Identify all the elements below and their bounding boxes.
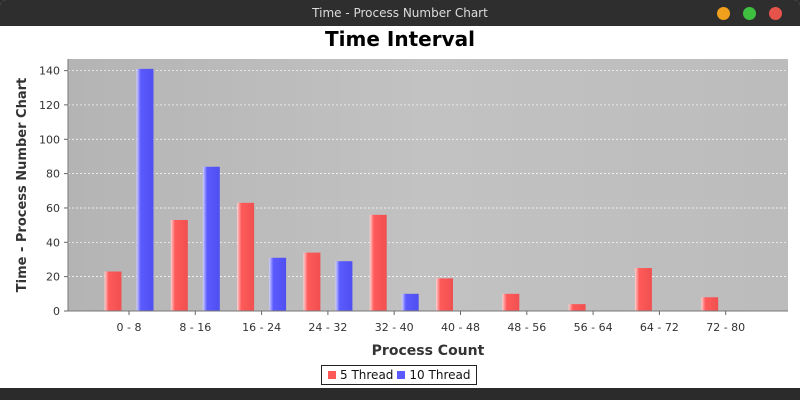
bar-10-thread [335, 261, 353, 311]
x-tick-label: 24 - 32 [308, 321, 347, 334]
bar-10-thread [202, 166, 220, 311]
x-axis-label: Process Count [372, 343, 485, 359]
x-tick-labels: 0 - 8 8 - 16 16 - 24 24 - 32 32 - 40 40 - 48 4… [117, 311, 745, 334]
plot-area [68, 59, 788, 311]
title-bar: Time - Process Number Chart [0, 0, 800, 26]
bar-5-thread [502, 293, 520, 311]
bar-10-thread [401, 293, 419, 311]
y-tick-label: 120 [39, 99, 60, 112]
y-tick-label: 100 [39, 133, 60, 146]
y-tick-label: 0 [53, 305, 60, 318]
y-tick-label: 40 [46, 236, 60, 249]
bar-5-thread [634, 268, 652, 311]
x-tick-label: 72 - 80 [706, 321, 745, 334]
bar-10-thread [269, 257, 287, 311]
legend-swatch-5-thread [328, 371, 336, 379]
legend-item-5-thread: 5 Thread [328, 368, 393, 382]
x-tick-label: 0 - 8 [117, 321, 142, 334]
bar-5-thread [170, 219, 188, 311]
bar-10-thread [136, 68, 154, 312]
x-tick-label: 8 - 16 [179, 321, 211, 334]
maximize-button[interactable] [743, 7, 756, 20]
bar-5-thread [701, 297, 719, 311]
x-tick-label: 64 - 72 [640, 321, 679, 334]
bar-chart: Time Interval 0 20 40 60 80 100 120 140 0 - 8 8 … [15, 27, 788, 359]
x-tick-label: 16 - 24 [242, 321, 281, 334]
bars [104, 68, 719, 312]
legend: 5 Thread 10 Thread [321, 365, 478, 385]
window-title: Time - Process Number Chart [312, 6, 488, 20]
axes [67, 59, 788, 312]
chart-title: Time Interval [325, 27, 475, 51]
close-button[interactable] [769, 7, 782, 20]
y-tick-label: 60 [46, 202, 60, 215]
bar-5-thread [369, 214, 387, 311]
y-axis-label: Time - Process Number Chart [15, 78, 30, 292]
y-tick-label: 140 [39, 65, 60, 78]
legend-label-5-thread: 5 Thread [340, 368, 394, 382]
y-tick-labels: 0 20 40 60 80 100 120 140 [39, 65, 68, 318]
bar-5-thread [303, 252, 321, 311]
legend-swatch-10-thread [397, 371, 406, 379]
bar-5-thread [568, 304, 586, 311]
legend-item-10-thread: 10 Thread [397, 368, 470, 382]
y-tick-label: 80 [46, 168, 60, 181]
y-tick-label: 20 [46, 271, 60, 284]
bar-5-thread [436, 278, 453, 311]
x-tick-label: 56 - 64 [574, 321, 613, 334]
grid-lines [68, 70, 788, 278]
x-tick-label: 32 - 40 [375, 321, 414, 334]
bottom-panel [0, 388, 800, 400]
x-tick-label: 48 - 56 [507, 321, 546, 334]
bar-5-thread [104, 271, 122, 311]
legend-label-10-thread: 10 Thread [409, 368, 471, 382]
x-tick-label: 40 - 48 [441, 321, 480, 334]
bar-5-thread [237, 202, 255, 311]
minimize-button[interactable] [717, 7, 730, 20]
